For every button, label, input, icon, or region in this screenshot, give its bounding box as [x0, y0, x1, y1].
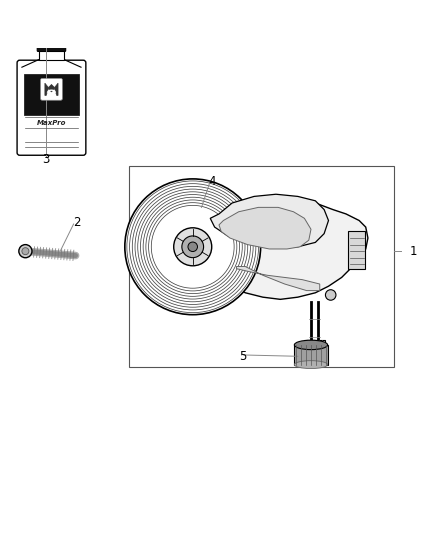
Polygon shape [219, 199, 368, 300]
Circle shape [188, 242, 198, 252]
FancyBboxPatch shape [37, 42, 66, 52]
Text: MaxPro: MaxPro [37, 120, 66, 126]
Bar [304, 340, 325, 356]
Circle shape [182, 236, 204, 257]
FancyBboxPatch shape [17, 60, 86, 155]
Text: 5: 5 [240, 350, 247, 363]
Bar [24, 74, 79, 115]
Bar [294, 345, 328, 365]
Circle shape [174, 228, 212, 266]
Text: 1: 1 [410, 245, 418, 257]
Bar [348, 231, 365, 269]
Circle shape [22, 248, 29, 255]
Circle shape [125, 179, 261, 314]
Polygon shape [45, 83, 58, 95]
Text: 4: 4 [208, 175, 216, 188]
Ellipse shape [294, 361, 328, 368]
Bar [129, 166, 394, 367]
Ellipse shape [294, 340, 328, 350]
Bar [39, 51, 64, 60]
Text: 2: 2 [73, 216, 81, 229]
Polygon shape [219, 207, 311, 249]
Circle shape [325, 290, 336, 300]
Polygon shape [210, 194, 328, 247]
FancyBboxPatch shape [40, 78, 62, 100]
Polygon shape [237, 266, 320, 290]
Circle shape [19, 245, 32, 258]
Text: 3: 3 [42, 152, 49, 166]
